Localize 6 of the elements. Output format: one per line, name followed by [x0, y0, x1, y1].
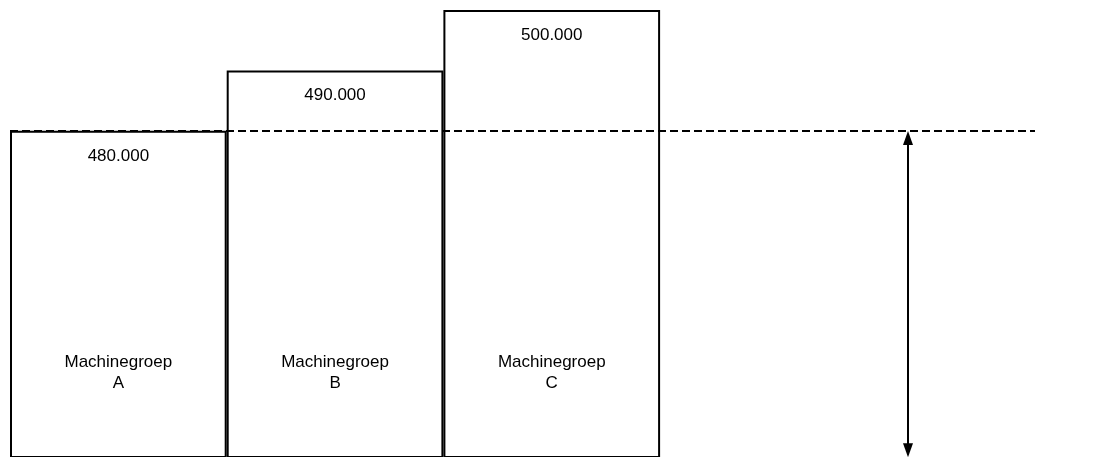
- data-label: 480.000: [87, 145, 150, 165]
- x-tick-label: Machinegroep C: [497, 352, 606, 393]
- x-tick-label: Machinegroep B: [281, 352, 389, 393]
- x-tick-label: Machinegroep A: [64, 352, 173, 393]
- data-label: 490.000: [304, 85, 366, 105]
- data-label: 500.000: [521, 25, 583, 44]
